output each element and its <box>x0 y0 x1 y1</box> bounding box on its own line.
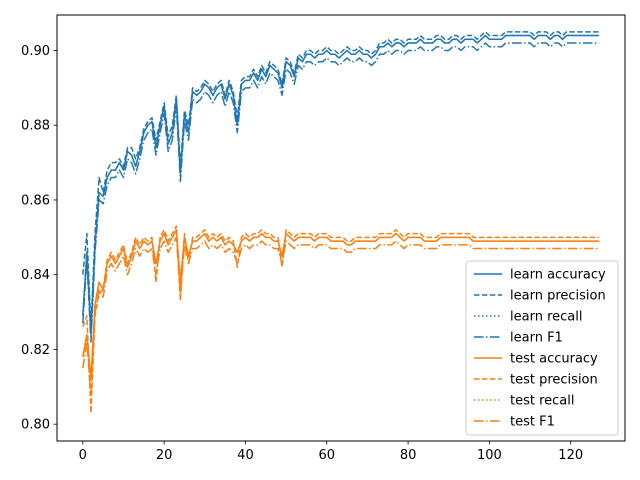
x-tick-label: 0 <box>79 448 87 463</box>
legend-box <box>465 260 619 436</box>
y-axis: 0.80 0.82 0.84 0.86 0.88 0.90 <box>21 44 57 433</box>
x-tick-label: 40 <box>237 448 254 463</box>
y-tick-label: 0.80 <box>21 418 50 433</box>
series-line-7 <box>82 229 600 381</box>
series-line-3 <box>82 34 600 336</box>
y-tick-label: 0.82 <box>21 343 50 358</box>
legend-label: learn precision <box>510 289 606 304</box>
legend-label: learn F1 <box>510 331 563 346</box>
legend-label: test recall <box>510 394 575 409</box>
series-line-6 <box>82 225 600 414</box>
x-tick-label: 20 <box>156 448 173 463</box>
y-tick-label: 0.90 <box>21 44 50 59</box>
x-tick-label: 80 <box>400 448 417 463</box>
legend: learn accuracy learn precision learn recal… <box>465 260 619 436</box>
y-tick-label: 0.86 <box>21 193 50 208</box>
series-line-8 <box>82 236 600 396</box>
x-axis: 0 20 40 60 80 100 120 <box>79 441 583 463</box>
y-tick-label: 0.88 <box>21 119 50 134</box>
legend-label: test precision <box>510 373 598 388</box>
x-tick-label: 120 <box>558 448 583 463</box>
legend-label: test accuracy <box>510 352 598 367</box>
legend-label: learn accuracy <box>510 268 606 283</box>
legend-label: learn recall <box>510 310 582 325</box>
series-layer <box>82 31 600 414</box>
x-tick-label: 100 <box>477 448 502 463</box>
series-line-2 <box>82 31 600 328</box>
legend-label: test F1 <box>510 415 555 430</box>
y-tick-label: 0.84 <box>21 268 50 283</box>
x-tick-label: 60 <box>318 448 335 463</box>
plot-frame <box>56 14 626 442</box>
series-line-4 <box>82 42 600 343</box>
